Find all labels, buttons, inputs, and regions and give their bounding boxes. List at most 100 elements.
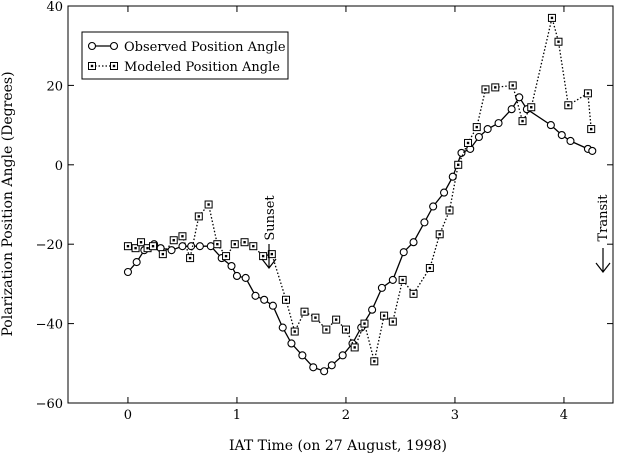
data-point (132, 258, 141, 267)
data-point (457, 148, 466, 157)
plot-area-frame (67, 5, 614, 404)
data-point (515, 93, 524, 102)
data-point (557, 130, 566, 140)
data-point (241, 273, 250, 282)
data-point (222, 252, 231, 261)
data-point (341, 325, 350, 334)
data-point (267, 250, 276, 259)
data-point (287, 339, 296, 348)
transit-arrow-icon (595, 248, 611, 273)
data-point (300, 307, 309, 316)
data-point (588, 146, 597, 155)
data-point (474, 132, 483, 142)
data-point (178, 232, 187, 241)
data-point (240, 238, 249, 247)
data-point (311, 313, 320, 322)
data-point (187, 242, 196, 251)
data-point (149, 242, 158, 251)
data-point (230, 240, 239, 249)
sunset-annotation: Sunset (261, 195, 278, 269)
data-point (332, 315, 341, 324)
data-point (327, 361, 336, 370)
legend-circle-marker-icon (109, 41, 119, 51)
data-point (167, 246, 176, 255)
data-point (464, 138, 473, 147)
data-point (251, 291, 260, 300)
data-point (169, 236, 178, 245)
data-point (232, 271, 241, 281)
legend-observed-label: Observed Position Angle (124, 40, 286, 55)
legend: Observed Position Angle Modeled Position… (81, 31, 289, 80)
data-point (429, 202, 438, 211)
data-point (547, 13, 556, 22)
data-point (206, 242, 215, 251)
data-point (370, 357, 379, 366)
data-point (298, 351, 307, 360)
data-point (527, 103, 536, 112)
data-point (194, 212, 203, 221)
y-tick-label: −20 (36, 238, 63, 253)
data-point (338, 351, 347, 360)
legend-box (81, 31, 289, 80)
y-axis-title: Polarization Position Angle (Degrees) (0, 71, 16, 336)
legend-square-marker-icon (88, 62, 96, 70)
data-point (398, 275, 407, 284)
series-layer (123, 13, 597, 376)
data-point (472, 123, 481, 132)
data-point (448, 172, 457, 181)
data-point (445, 206, 454, 215)
data-point (290, 327, 299, 336)
y-tick-label: 20 (46, 79, 63, 94)
data-point (435, 230, 444, 239)
data-point (481, 85, 490, 94)
data-point (350, 343, 359, 352)
data-point (399, 248, 408, 257)
data-point (131, 244, 140, 253)
data-point (508, 81, 517, 90)
data-point (309, 363, 318, 372)
data-point (322, 325, 331, 334)
data-point (227, 261, 236, 271)
data-point (195, 242, 204, 251)
data-point (137, 238, 146, 247)
y-axis-ticks: −60 −40 −20 0 20 40 (36, 0, 613, 412)
data-point (546, 121, 555, 130)
y-tick-label: −40 (36, 318, 63, 333)
data-point (409, 238, 418, 247)
data-point (360, 319, 369, 328)
data-point (388, 317, 397, 326)
x-tick-label: 0 (124, 408, 132, 423)
x-tick-label: 4 (560, 408, 568, 423)
x-axis-title: IAT Time (on 27 August, 1998) (229, 438, 447, 454)
transit-annotation: Transit (595, 194, 611, 273)
data-point (409, 289, 418, 298)
data-point (566, 136, 575, 146)
legend-square-marker-icon (110, 62, 118, 70)
data-point (204, 200, 213, 209)
data-point (278, 323, 287, 332)
data-point (259, 252, 268, 261)
data-point (368, 305, 377, 314)
legend-modeled-label: Modeled Position Angle (124, 60, 280, 75)
data-point (420, 218, 429, 227)
data-point (583, 89, 592, 98)
series-observed (123, 93, 597, 376)
legend-observed: Observed Position Angle (87, 40, 286, 55)
data-point (518, 117, 527, 126)
data-point (158, 250, 167, 259)
data-point (554, 37, 563, 46)
data-point (320, 367, 329, 376)
legend-modeled: Modeled Position Angle (88, 60, 280, 75)
data-point (260, 295, 269, 304)
data-point (123, 267, 132, 277)
transit-label: Transit (596, 194, 611, 242)
series-modeled (123, 13, 596, 366)
data-point (123, 242, 132, 251)
data-point (491, 83, 500, 92)
series-line (127, 17, 592, 362)
x-axis-ticks: 0 1 2 3 4 (124, 6, 568, 423)
data-point (439, 188, 449, 197)
x-tick-label: 2 (342, 408, 350, 423)
legend-circle-marker-icon (87, 41, 97, 51)
